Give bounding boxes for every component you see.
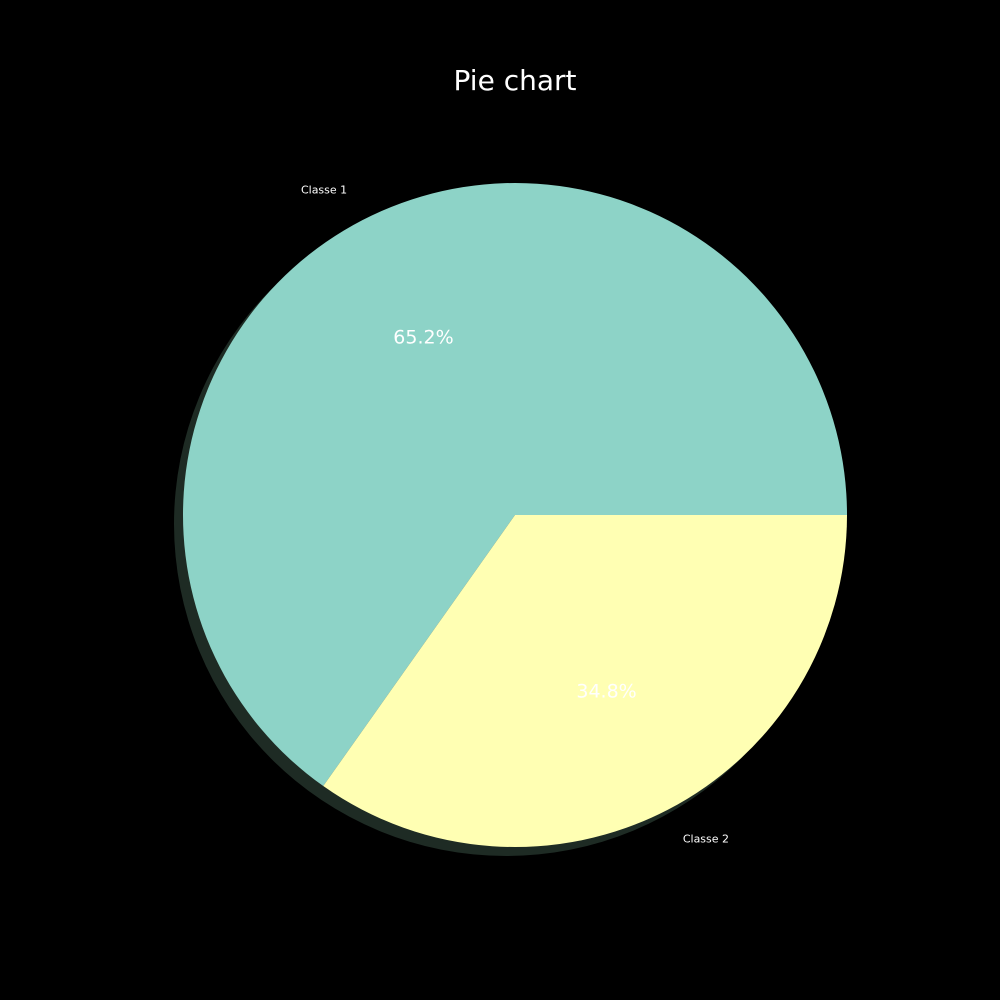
slice-percent-2: 34.8% [576,680,636,702]
slice-label-2: Classe 2 [683,832,729,845]
slice-percent-1: 65.2% [393,327,453,349]
pie-slice-1 [182,183,847,787]
pie-slice-2 [323,515,847,848]
chart-title: Pie chart [453,64,577,97]
slice-label-1: Classe 1 [301,184,347,197]
